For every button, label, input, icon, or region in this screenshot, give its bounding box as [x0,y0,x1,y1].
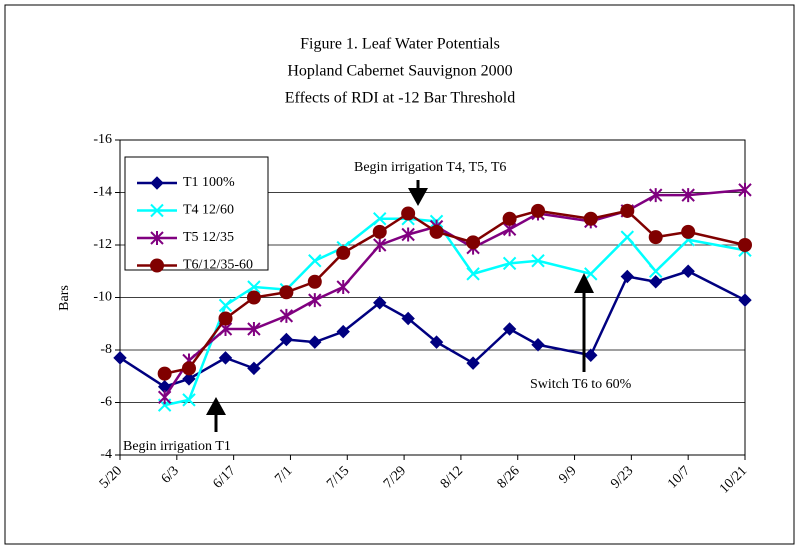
marker [247,322,261,336]
marker [681,224,696,239]
marker [531,203,546,218]
marker [531,254,545,268]
marker [279,332,294,347]
marker [307,274,322,289]
marker [247,280,261,294]
annotation: Begin irrigation T1 [123,439,231,454]
y-tick-label: -6 [100,395,112,410]
marker [649,275,663,289]
marker [648,230,663,245]
marker [531,338,545,352]
chart-title: Effects of RDI at -12 Bar Threshold [285,90,515,107]
marker [150,258,164,273]
marker [150,176,164,190]
marker [401,206,416,221]
marker [738,182,752,197]
arrow [574,273,594,372]
marker [113,351,127,365]
marker [182,393,196,407]
marker [681,188,695,203]
marker [279,308,294,323]
marker [336,245,351,260]
marker [218,351,233,365]
marker [182,372,196,386]
arrow [408,180,428,206]
y-tick-label: -10 [93,290,112,305]
annotation: Switch T6 to 60% [530,377,632,392]
legend-label: T4 12/60 [183,203,234,218]
marker [218,311,233,326]
chart-title: Hopland Cabernet Sauvignon 2000 [287,63,512,80]
marker [336,280,350,294]
y-tick-label: -12 [93,237,112,252]
marker [279,285,294,300]
marker [401,227,415,242]
marker [649,188,663,203]
marker [150,231,164,245]
marker [181,361,196,376]
marker [372,224,387,239]
legend-label: T5 12/35 [183,230,234,245]
marker [150,203,164,218]
marker [429,224,444,239]
marker [466,356,480,370]
y-axis-label: Bars [57,285,72,311]
marker [429,335,444,349]
marker [620,230,635,244]
marker [247,361,261,376]
marker [373,296,387,310]
annotation: Begin irrigation T4, T5, T6 [354,160,506,175]
marker [157,390,172,405]
marker [620,203,635,218]
marker [738,293,752,307]
legend-label: T1 100% [183,175,235,190]
marker [218,298,233,313]
marker [502,256,517,271]
marker [157,366,172,381]
y-tick-label: -16 [93,132,112,147]
marker [246,290,261,305]
y-tick-label: -4 [100,447,112,462]
marker [336,324,350,339]
marker [738,238,752,252]
marker [681,264,695,278]
marker [583,211,598,226]
marker [649,264,663,278]
legend-label: T6/12/35-60 [183,258,253,273]
marker [584,267,598,281]
marker [373,238,387,252]
y-tick-label: -14 [93,185,112,200]
marker [620,269,635,284]
y-tick-label: -8 [100,342,112,357]
legend [124,156,269,271]
chart-title: Figure 1. Leaf Water Potentials [300,36,500,53]
marker [466,235,481,250]
marker [308,254,322,268]
marker [502,211,517,226]
marker [308,293,322,308]
marker [373,212,387,226]
marker [308,335,322,349]
marker [466,267,480,281]
marker [584,348,598,362]
marker [502,322,517,336]
arrow [206,397,226,432]
marker [401,311,415,326]
